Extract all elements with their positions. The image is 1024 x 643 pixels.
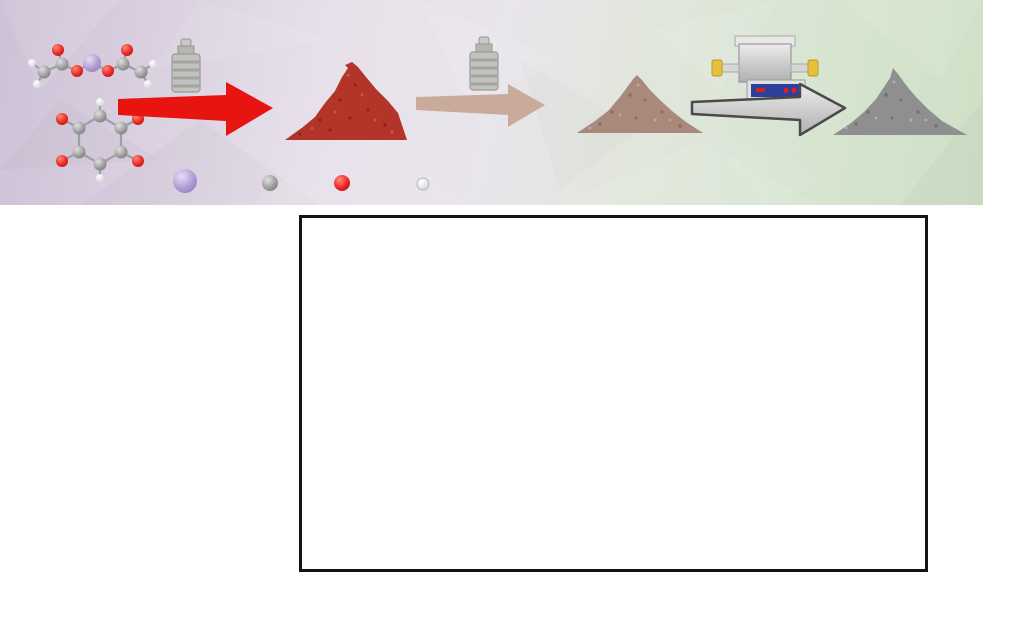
legend-spheres [173,169,430,193]
time-axis-title [245,324,279,464]
mn-mof-powder [285,62,407,140]
h-sphere-icon [416,177,430,191]
raman-heatmap-frame [299,215,928,572]
mnvo-c-powder [833,68,967,135]
mn-acetate-molecule [28,44,157,88]
tube-furnace-icon [711,35,819,101]
mn-sphere-icon [173,169,197,193]
solvothermal-arrow-2 [416,84,545,127]
scheme-artwork [28,35,967,193]
colorbar-title [987,282,1019,508]
calcination-arrow [690,82,847,137]
autoclave-icon [171,38,201,93]
raman-heatmap-canvas [302,218,925,569]
organic-linker-molecule [56,98,144,182]
autoclave-icon [469,36,499,91]
c-sphere-icon [262,175,278,191]
intensity-colorbar [960,221,984,569]
o-sphere-icon [334,175,350,191]
mnv-mof-powder [577,75,703,133]
voltage-profile-plot [15,215,245,583]
solvothermal-arrow-1 [118,82,273,136]
synthesis-scheme-banner [0,0,983,205]
